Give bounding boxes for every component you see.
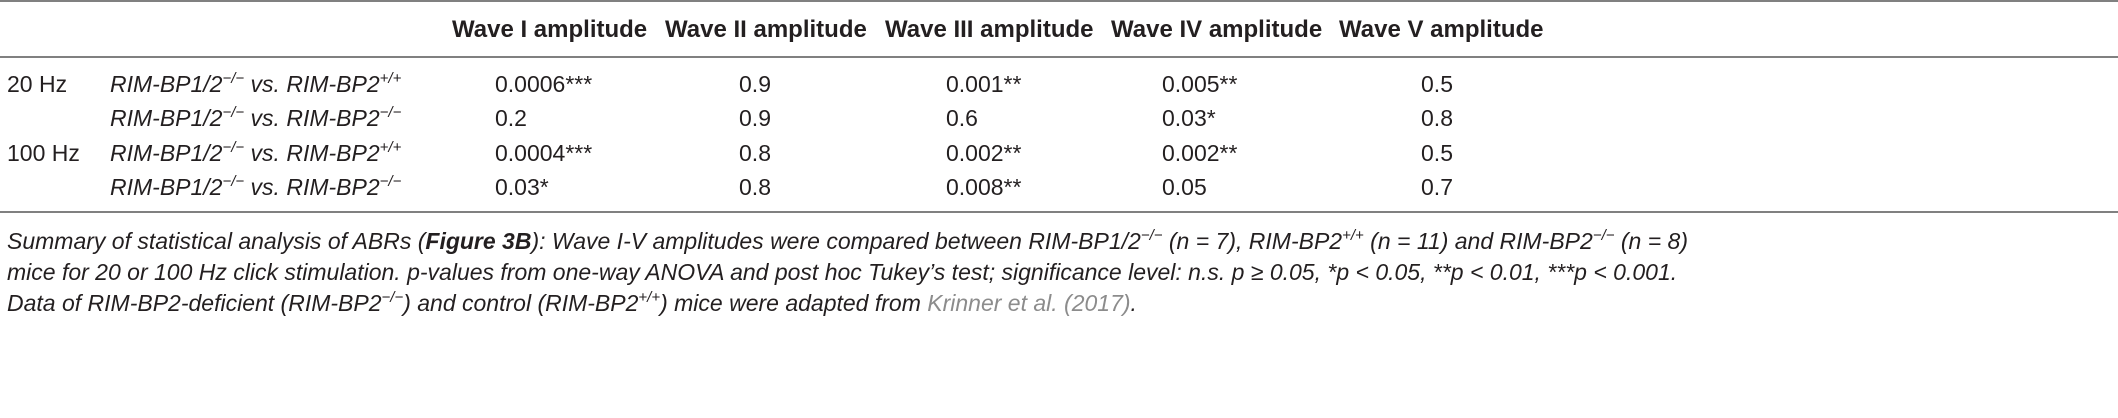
row-comparison: RIM-BP1/2−/− vs. RIM-BP2+/+ (110, 139, 402, 166)
table-header-rule (0, 56, 2118, 58)
cell-wave-2: 0.9 (739, 71, 771, 97)
cell-wave-2: 0.9 (739, 105, 771, 131)
column-header-wave-4: Wave IV amplitude (1111, 16, 1323, 43)
cell-wave-3: 0.008** (946, 174, 1022, 200)
column-header-wave-3: Wave III amplitude (885, 16, 1094, 43)
cell-wave-3: 0.002** (946, 140, 1022, 166)
cell-wave-2: 0.8 (739, 140, 771, 166)
cell-wave-4: 0.005** (1162, 71, 1238, 97)
cell-wave-5: 0.5 (1421, 71, 1453, 97)
cell-wave-4: 0.05 (1162, 174, 1207, 200)
cell-wave-3: 0.6 (946, 105, 978, 131)
cell-wave-1: 0.2 (495, 105, 527, 131)
cell-wave-4: 0.002** (1162, 140, 1238, 166)
row-frequency: 20 Hz (7, 71, 68, 97)
citation-link[interactable]: Krinner et al. (2017) (927, 290, 1131, 316)
column-header-wave-1: Wave I amplitude (452, 16, 648, 43)
cell-wave-3: 0.001** (946, 71, 1022, 97)
cell-wave-1: 0.0004*** (495, 140, 593, 166)
row-comparison: RIM-BP1/2−/− vs. RIM-BP2+/+ (110, 70, 402, 97)
cell-wave-1: 0.03* (495, 174, 549, 200)
caption-line-3: Data of RIM-BP2-deficient (RIM-BP2−/−) a… (7, 289, 1137, 316)
row-frequency: 100 Hz (7, 140, 80, 166)
cell-wave-5: 0.7 (1421, 174, 1453, 200)
figure-reference[interactable]: Figure 3B (425, 228, 532, 254)
cell-wave-5: 0.8 (1421, 105, 1453, 131)
row-comparison: RIM-BP1/2−/− vs. RIM-BP2−/− (110, 104, 402, 131)
cell-wave-1: 0.0006*** (495, 71, 593, 97)
table-bottom-rule (0, 211, 2118, 213)
caption-line-2: mice for 20 or 100 Hz click stimulation.… (7, 259, 1678, 285)
cell-wave-2: 0.8 (739, 174, 771, 200)
table-caption: Summary of statistical analysis of ABRs … (7, 226, 2107, 319)
column-header-wave-2: Wave II amplitude (665, 16, 867, 43)
caption-line-1: Summary of statistical analysis of ABRs … (7, 227, 1689, 254)
cell-wave-4: 0.03* (1162, 105, 1216, 131)
row-comparison: RIM-BP1/2−/− vs. RIM-BP2−/− (110, 173, 402, 200)
column-header-wave-5: Wave V amplitude (1339, 16, 1544, 43)
table-top-rule (0, 0, 2118, 2)
cell-wave-5: 0.5 (1421, 140, 1453, 166)
